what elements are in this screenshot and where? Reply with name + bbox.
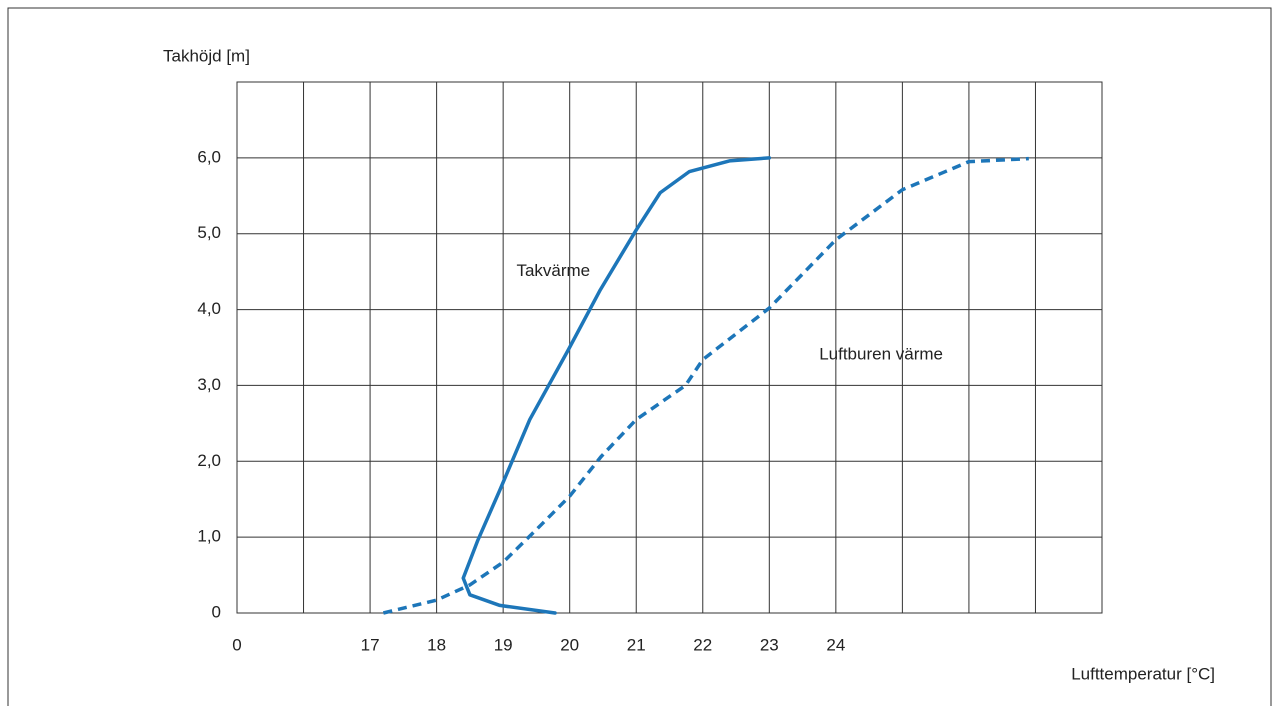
x-axis-label: Lufttemperatur [°C] [1071, 664, 1215, 683]
series-label: Luftburen värme [819, 345, 943, 364]
x-tick-label: 22 [693, 635, 712, 654]
y-tick-label: 5,0 [197, 223, 221, 242]
x-tick-label: 0 [232, 635, 241, 654]
y-tick-label: 1,0 [197, 527, 221, 546]
x-tick-label: 23 [760, 635, 779, 654]
y-tick-label: 6,0 [197, 147, 221, 166]
y-tick-label: 2,0 [197, 451, 221, 470]
x-tick-label: 18 [427, 635, 446, 654]
x-tick-label: 24 [826, 635, 845, 654]
y-axis-label: Takhöjd [m] [163, 46, 250, 65]
x-tick-label: 21 [627, 635, 646, 654]
y-tick-label: 4,0 [197, 299, 221, 318]
x-tick-label: 17 [361, 635, 380, 654]
series-line [461, 156, 772, 615]
y-tick-label: 3,0 [197, 375, 221, 394]
x-tick-label: 20 [560, 635, 579, 654]
series-label: Takvärme [516, 261, 590, 280]
series-line [382, 156, 1029, 615]
y-tick-label: 0 [212, 602, 221, 621]
x-tick-label: 19 [494, 635, 513, 654]
outer-frame [7, 7, 1272, 706]
